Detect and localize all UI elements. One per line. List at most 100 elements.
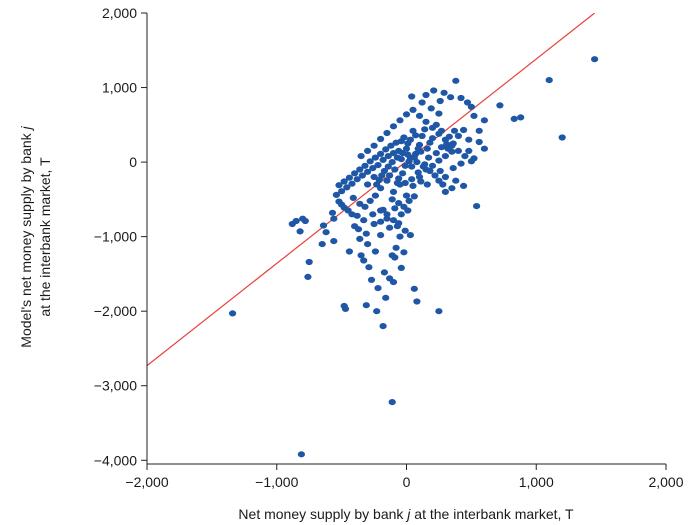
data-point <box>435 177 443 184</box>
data-point <box>402 145 411 152</box>
data-point <box>417 178 425 185</box>
data-point <box>457 94 465 102</box>
data-point <box>465 147 473 154</box>
data-point <box>397 264 405 271</box>
data-point <box>304 273 312 280</box>
data-point <box>296 228 304 235</box>
data-point <box>305 258 313 266</box>
data-point <box>357 252 365 259</box>
data-point <box>361 162 369 169</box>
data-point <box>423 145 431 152</box>
data-point <box>367 276 376 283</box>
data-point <box>319 222 328 229</box>
data-point <box>404 140 412 147</box>
data-point <box>408 176 416 183</box>
data-point <box>400 203 408 210</box>
data-point <box>449 165 457 172</box>
data-point <box>379 156 387 163</box>
data-point <box>383 177 391 184</box>
data-point <box>391 166 399 173</box>
data-point <box>353 176 361 183</box>
data-point <box>357 153 365 160</box>
data-point <box>435 157 443 164</box>
data-point <box>383 215 391 222</box>
data-point <box>393 179 401 187</box>
data-point <box>382 146 390 153</box>
data-point <box>473 203 481 210</box>
data-point <box>428 162 437 169</box>
data-point <box>467 103 475 110</box>
data-point <box>396 117 404 124</box>
data-point <box>460 126 468 134</box>
data-point <box>425 154 433 161</box>
data-point <box>480 145 488 152</box>
data-point <box>373 308 381 315</box>
data-point <box>414 169 422 176</box>
data-point <box>369 211 377 218</box>
data-point <box>460 182 468 189</box>
data-point <box>405 158 413 165</box>
data-point <box>406 232 414 239</box>
data-point <box>440 89 448 96</box>
data-point <box>421 126 429 133</box>
data-point <box>360 217 368 224</box>
data-point <box>428 124 437 131</box>
data-point <box>465 136 473 143</box>
y-axis-title-line2: at the interbank market, T <box>37 157 53 317</box>
data-point <box>397 211 405 218</box>
data-point <box>386 172 394 179</box>
data-point <box>422 91 430 99</box>
data-point <box>379 323 387 330</box>
data-point <box>423 181 431 188</box>
data-point <box>370 220 378 228</box>
data-point <box>431 172 439 179</box>
data-point <box>480 117 488 124</box>
data-point <box>229 310 237 317</box>
y-tick-label: 2,000 <box>102 5 137 21</box>
data-point <box>377 135 385 143</box>
data-point <box>345 174 353 181</box>
data-point <box>389 150 398 157</box>
data-point <box>366 197 374 204</box>
data-point <box>356 200 364 207</box>
data-point <box>371 154 379 161</box>
data-point <box>369 165 377 172</box>
reference-line <box>147 13 596 367</box>
data-point <box>391 254 399 261</box>
data-point <box>591 56 599 63</box>
y-tick-label: −4,000 <box>94 452 137 468</box>
x-axis-title: Net money supply by bank j at the interb… <box>238 506 574 522</box>
data-point <box>395 200 403 207</box>
data-point <box>374 285 382 292</box>
data-point <box>387 142 395 149</box>
data-point <box>384 153 392 160</box>
data-point <box>374 162 382 169</box>
data-point <box>396 233 404 240</box>
data-point <box>452 77 460 84</box>
data-point <box>409 106 417 113</box>
data-point <box>437 144 446 151</box>
data-point <box>413 298 421 305</box>
data-point <box>362 302 370 309</box>
data-point <box>399 170 407 177</box>
data-point <box>380 269 388 276</box>
data-point <box>340 178 348 185</box>
data-point <box>415 112 424 119</box>
data-point <box>401 179 409 187</box>
data-point <box>430 87 438 94</box>
data-point <box>401 162 409 169</box>
reference-line-layer <box>147 13 596 367</box>
data-point <box>436 97 444 105</box>
data-point <box>408 93 416 100</box>
data-point <box>412 150 420 157</box>
data-point <box>344 207 352 214</box>
data-point <box>441 173 449 181</box>
data-point <box>371 192 379 199</box>
data-point <box>364 241 372 248</box>
data-point <box>383 211 391 218</box>
data-point <box>404 151 412 158</box>
data-point <box>410 193 418 200</box>
data-point <box>510 115 518 122</box>
data-point <box>408 163 416 170</box>
data-point <box>435 308 443 315</box>
